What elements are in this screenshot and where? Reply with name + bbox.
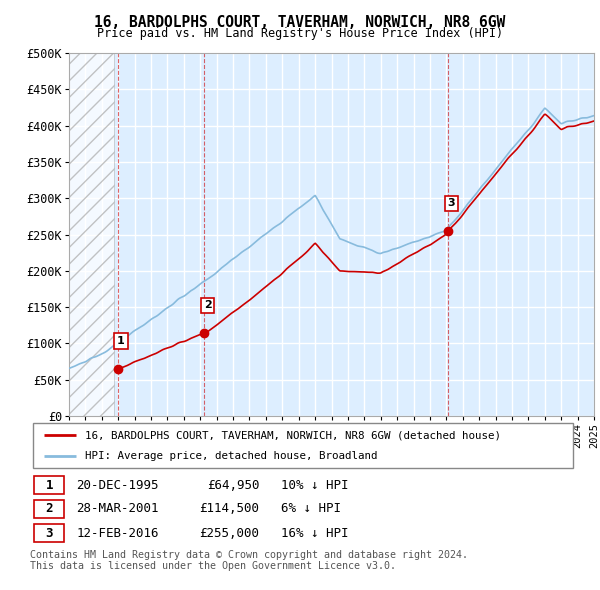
- FancyBboxPatch shape: [34, 524, 64, 542]
- Text: 20-DEC-1995: 20-DEC-1995: [76, 478, 159, 492]
- Text: 6% ↓ HPI: 6% ↓ HPI: [281, 502, 341, 516]
- Text: Price paid vs. HM Land Registry's House Price Index (HPI): Price paid vs. HM Land Registry's House …: [97, 27, 503, 40]
- Text: 16, BARDOLPHS COURT, TAVERHAM, NORWICH, NR8 6GW: 16, BARDOLPHS COURT, TAVERHAM, NORWICH, …: [94, 15, 506, 30]
- FancyBboxPatch shape: [34, 500, 64, 518]
- FancyBboxPatch shape: [34, 476, 64, 494]
- Text: 16, BARDOLPHS COURT, TAVERHAM, NORWICH, NR8 6GW (detached house): 16, BARDOLPHS COURT, TAVERHAM, NORWICH, …: [85, 430, 500, 440]
- Text: 28-MAR-2001: 28-MAR-2001: [76, 502, 159, 516]
- Bar: [69, 53, 114, 416]
- Text: £114,500: £114,500: [199, 502, 259, 516]
- Text: HPI: Average price, detached house, Broadland: HPI: Average price, detached house, Broa…: [85, 451, 377, 461]
- Text: 16% ↓ HPI: 16% ↓ HPI: [281, 527, 349, 540]
- Text: 1: 1: [117, 336, 125, 346]
- Text: 1: 1: [46, 478, 53, 492]
- Text: 3: 3: [46, 527, 53, 540]
- Text: £64,950: £64,950: [207, 478, 259, 492]
- Text: 3: 3: [448, 198, 455, 208]
- Text: 2: 2: [46, 502, 53, 516]
- Text: 10% ↓ HPI: 10% ↓ HPI: [281, 478, 349, 492]
- FancyBboxPatch shape: [33, 423, 573, 468]
- Text: Contains HM Land Registry data © Crown copyright and database right 2024.
This d: Contains HM Land Registry data © Crown c…: [30, 550, 468, 572]
- Text: £255,000: £255,000: [199, 527, 259, 540]
- Text: 2: 2: [204, 300, 212, 310]
- Text: 12-FEB-2016: 12-FEB-2016: [76, 527, 159, 540]
